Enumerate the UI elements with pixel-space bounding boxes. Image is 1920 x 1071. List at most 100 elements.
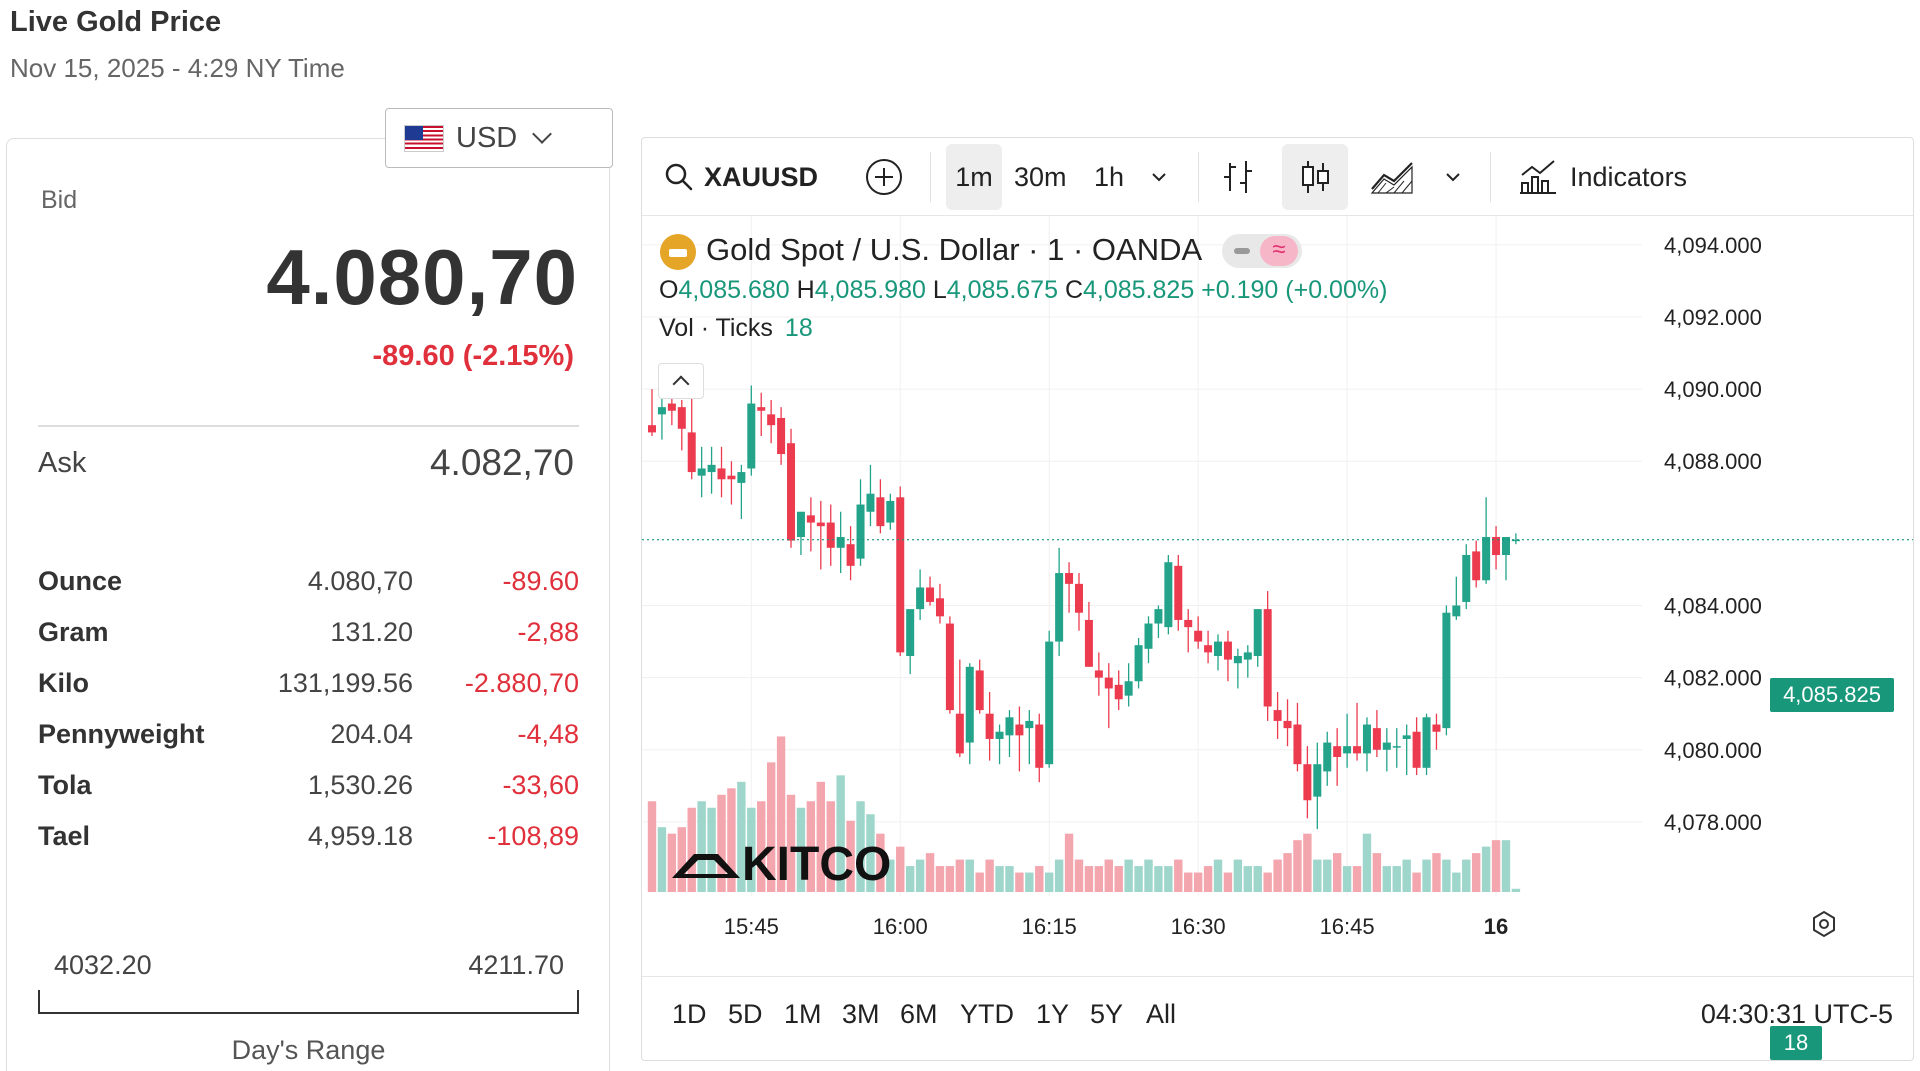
currency-select[interactable]: USD <box>385 108 613 168</box>
symbol-search[interactable]: XAUUSD <box>664 144 818 210</box>
volume-bar <box>1412 872 1421 892</box>
bar-chart-style-button[interactable] <box>1220 144 1256 210</box>
candle-body <box>1144 623 1153 649</box>
candlestick-chart[interactable]: 4,094.000 4,092.000 4,090.000 4,088.000 4,08… <box>642 216 1914 976</box>
range-ytd[interactable]: YTD <box>960 999 1014 1029</box>
volume-bar <box>1293 840 1302 892</box>
candle-body <box>1015 724 1024 736</box>
change-value: +0.190 (+0.00%) <box>1201 276 1388 304</box>
unit-change: -2,88 <box>517 617 579 647</box>
day-range-low: 4032.20 <box>54 950 152 980</box>
x-tick-label: 15:45 <box>724 914 779 939</box>
volume-bar <box>1223 872 1233 892</box>
volume-bar <box>766 762 776 892</box>
ohlc-bars-icon <box>1224 161 1252 193</box>
candle-body <box>1204 645 1213 653</box>
candle-body <box>697 468 706 476</box>
interval-dropdown[interactable] <box>1148 144 1170 210</box>
range-5y[interactable]: 5Y <box>1090 999 1124 1029</box>
candle-body <box>856 504 865 559</box>
unit-change: -89.60 <box>502 566 579 596</box>
candle-body <box>1045 641 1054 765</box>
volume-label: Vol · Ticks <box>659 314 773 342</box>
candle-body <box>906 609 915 656</box>
volume-bar <box>1233 859 1243 892</box>
volume-bar <box>1263 872 1272 892</box>
volume-bar <box>925 853 935 892</box>
candle-body <box>816 522 825 527</box>
volume-bar <box>1015 872 1024 892</box>
volume-bar <box>1104 859 1113 892</box>
candle-body <box>1482 536 1491 581</box>
volume-bar <box>806 801 816 892</box>
indicators-button[interactable]: Indicators <box>1518 144 1687 210</box>
chart-style-dropdown[interactable] <box>1442 144 1464 210</box>
volume-bar <box>1462 859 1471 892</box>
volume-bar <box>866 814 875 892</box>
volume-bar <box>1005 866 1014 892</box>
candle-body <box>1174 565 1183 620</box>
range-1y[interactable]: 1Y <box>1036 999 1070 1029</box>
candle-body <box>717 468 726 480</box>
range-1m[interactable]: 1M <box>784 999 822 1029</box>
candle-body <box>1353 746 1362 754</box>
close-value: 4,085.825 <box>1083 276 1195 304</box>
candle-body <box>846 544 855 566</box>
legend-toggle[interactable]: ≈ <box>1222 234 1302 268</box>
x-tick-label: 16:00 <box>873 914 928 939</box>
candle-body <box>1243 652 1252 660</box>
chart-clock: 04:30:31 UTC-5 <box>1700 999 1893 1029</box>
y-tick-label: 4,080.000 <box>1664 738 1762 763</box>
range-6m[interactable]: 6M <box>900 999 938 1029</box>
range-all[interactable]: All <box>1146 999 1177 1029</box>
candle-chart-style-button[interactable] <box>1282 144 1348 210</box>
candle-body <box>1333 746 1342 757</box>
y-tick-label: 4,078.000 <box>1664 810 1762 835</box>
y-tick-label: 4,094.000 <box>1664 233 1762 258</box>
unit-name: Pennyweight <box>38 719 205 749</box>
chevron-up-icon <box>672 375 690 393</box>
volume-bar <box>1243 866 1252 892</box>
candle-body <box>1074 583 1083 613</box>
indicators-label: Indicators <box>1570 161 1688 192</box>
volume-bar <box>1144 859 1153 892</box>
unit-change: -4,48 <box>517 719 579 749</box>
settings-icon-center <box>1819 919 1829 929</box>
volume-bar <box>1193 872 1203 892</box>
day-range-bar <box>38 990 579 1014</box>
chart-toolbar: XAUUSD 1m 30m 1h Indicators <box>642 138 1913 216</box>
collapse-legend-button[interactable] <box>658 363 704 399</box>
compare-symbol-button[interactable] <box>864 144 904 210</box>
candle-body <box>1323 742 1332 772</box>
unit-price-table: Ounce 4.080,70 -89.60 Gram 131.20 -2,88 … <box>38 566 579 872</box>
x-tick-label: 16:45 <box>1320 914 1375 939</box>
svg-text:KITCO: KITCO <box>742 838 891 891</box>
volume-bar <box>1442 859 1451 892</box>
volume-bar <box>1392 866 1401 892</box>
volume-bar <box>796 807 806 892</box>
candle-body <box>1392 746 1401 748</box>
volume-bar <box>1332 853 1342 892</box>
volume-bar <box>965 859 974 892</box>
candle-body <box>1382 742 1391 750</box>
range-1d[interactable]: 1D <box>672 999 707 1029</box>
candle-body <box>1412 731 1421 768</box>
range-5d[interactable]: 5D <box>728 999 763 1029</box>
volume-bar <box>886 859 895 892</box>
range-3m[interactable]: 3M <box>842 999 880 1029</box>
unit-change: -2.880,70 <box>464 668 579 698</box>
search-icon <box>665 163 693 191</box>
volume-bar <box>905 866 915 892</box>
candle-body <box>1094 670 1103 678</box>
indicators-icon <box>1520 160 1556 194</box>
interval-1m[interactable]: 1m <box>946 144 1002 210</box>
unit-price: 204.04 <box>330 719 413 749</box>
interval-30m[interactable]: 30m <box>1014 161 1067 192</box>
volume-bar <box>1124 859 1133 892</box>
interval-1h[interactable]: 1h <box>1094 161 1125 192</box>
volume-bar <box>1045 872 1054 892</box>
candle-body <box>687 432 696 473</box>
volume-bar <box>1064 833 1074 892</box>
unit-row-kilo: Kilo 131,199.56 -2.880,70 <box>38 668 579 719</box>
area-chart-style-button[interactable] <box>1368 144 1418 210</box>
